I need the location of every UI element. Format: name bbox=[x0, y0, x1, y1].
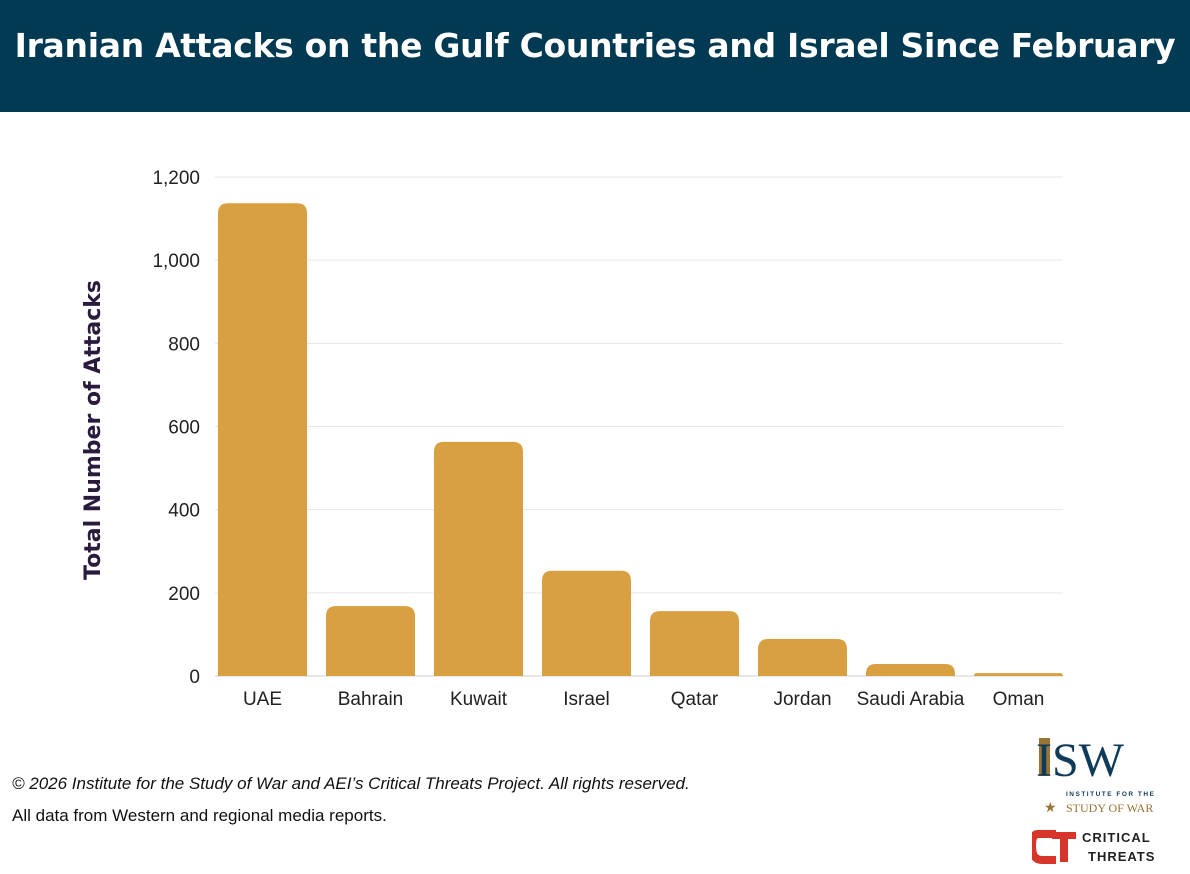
x-tick-label: Kuwait bbox=[450, 689, 508, 710]
source-note: All data from Western and regional media… bbox=[12, 806, 387, 825]
x-tick-label: Bahrain bbox=[338, 689, 404, 710]
star-icon: ★ bbox=[1044, 799, 1057, 815]
x-tick-label: Oman bbox=[993, 689, 1045, 710]
y-tick-label: 200 bbox=[168, 584, 200, 605]
y-tick-label: 600 bbox=[168, 418, 200, 439]
isw-logo: ISW ★ INSTITUTE FOR THE STUDY OF WAR bbox=[1036, 734, 1155, 815]
x-tick-label: UAE bbox=[243, 689, 282, 710]
isw-mark: ISW bbox=[1036, 734, 1125, 787]
bar-oman bbox=[974, 673, 1063, 676]
copyright-note: © 2026 Institute for the Study of War an… bbox=[12, 774, 690, 793]
bar-chart: 0 200 400 600 800 1,000 1,200 UAE Bahrain Kuwait I… bbox=[81, 168, 1063, 710]
isw-line1: INSTITUTE FOR THE bbox=[1066, 791, 1155, 798]
bar-qatar bbox=[650, 611, 739, 676]
isw-line2: STUDY OF WAR bbox=[1066, 801, 1153, 815]
ct-mark-icon bbox=[1032, 830, 1076, 864]
y-tick-label: 800 bbox=[168, 334, 200, 355]
ct-line2: THREATS bbox=[1088, 849, 1155, 864]
ct-line1: CRITICAL bbox=[1082, 830, 1151, 845]
x-tick-label: Jordan bbox=[773, 689, 831, 710]
bar-kuwait bbox=[434, 441, 523, 676]
bar-jordan bbox=[758, 638, 847, 676]
bar-israel bbox=[542, 570, 631, 676]
y-tick-label: 0 bbox=[189, 667, 200, 688]
y-tick-label: 400 bbox=[168, 501, 200, 522]
bar-uae bbox=[218, 203, 307, 676]
y-axis-label: Total Number of Attacks bbox=[81, 280, 106, 580]
title-banner: Iranian Attacks on the Gulf Countries an… bbox=[0, 0, 1190, 157]
x-tick-label: Saudi Arabia bbox=[857, 689, 965, 710]
y-tick-label: 1,000 bbox=[152, 251, 200, 272]
bar-bahrain bbox=[326, 606, 415, 676]
x-tick-label: Qatar bbox=[671, 689, 719, 710]
isw-pillar-icon bbox=[1039, 738, 1050, 776]
critical-threats-logo: CRITICAL THREATS bbox=[1032, 830, 1155, 864]
y-tick-label: 1,200 bbox=[152, 168, 200, 189]
chart-title: Iranian Attacks on the Gulf Countries an… bbox=[14, 26, 1176, 157]
bar-saudi-arabia bbox=[866, 663, 955, 676]
x-tick-label: Israel bbox=[563, 689, 609, 710]
